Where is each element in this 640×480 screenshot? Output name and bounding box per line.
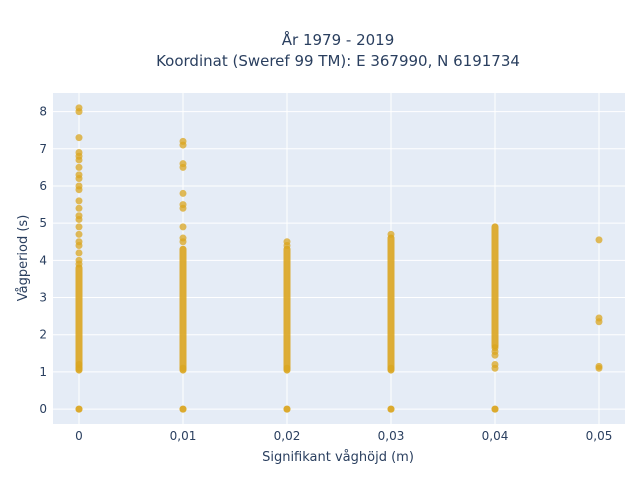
data-points bbox=[75, 104, 603, 413]
data-point bbox=[75, 405, 83, 413]
y-tick-label: 2 bbox=[39, 328, 47, 342]
data-point bbox=[179, 405, 187, 413]
x-tick-label: 0,03 bbox=[378, 429, 405, 443]
data-point bbox=[75, 171, 83, 179]
y-tick-label: 8 bbox=[39, 105, 47, 119]
data-point bbox=[179, 223, 187, 231]
data-point bbox=[283, 238, 291, 246]
data-point bbox=[283, 364, 291, 372]
data-point bbox=[179, 137, 187, 145]
y-tick-label: 4 bbox=[39, 253, 47, 267]
data-point bbox=[179, 234, 187, 242]
grid-lines bbox=[53, 93, 625, 424]
data-point bbox=[595, 236, 603, 244]
data-point bbox=[75, 212, 83, 220]
data-point bbox=[387, 230, 395, 238]
data-point bbox=[75, 197, 83, 205]
x-tick-label: 0,02 bbox=[274, 429, 301, 443]
data-point bbox=[491, 344, 499, 352]
x-tick-label: 0,01 bbox=[170, 429, 197, 443]
data-point bbox=[75, 360, 83, 368]
chart-title-line2: Koordinat (Sweref 99 TM): E 367990, N 61… bbox=[156, 52, 520, 70]
y-axis-title: Vågperiod (s) bbox=[16, 215, 31, 302]
y-tick-label: 0 bbox=[39, 402, 47, 416]
data-point bbox=[595, 362, 603, 370]
x-axis-ticks: 0 0,01 0,02 0,03 0,04 0,05 bbox=[75, 429, 612, 443]
y-tick-label: 3 bbox=[39, 291, 47, 305]
data-point bbox=[387, 405, 395, 413]
data-point bbox=[179, 189, 187, 197]
data-point bbox=[75, 134, 83, 142]
data-point bbox=[75, 238, 83, 246]
data-point bbox=[491, 405, 499, 413]
data-point bbox=[179, 201, 187, 209]
data-point bbox=[595, 314, 603, 322]
x-tick-label: 0 bbox=[75, 429, 83, 443]
x-tick-label: 0,05 bbox=[586, 429, 613, 443]
y-axis-ticks: 0 1 2 3 4 5 6 7 8 bbox=[39, 105, 47, 417]
data-point bbox=[75, 163, 83, 171]
dense-point-column bbox=[283, 245, 291, 374]
dense-point-column bbox=[491, 223, 499, 350]
data-point bbox=[75, 256, 83, 264]
y-tick-label: 6 bbox=[39, 179, 47, 193]
x-tick-label: 0,04 bbox=[482, 429, 509, 443]
data-point bbox=[75, 249, 83, 257]
chart-title-line1: År 1979 - 2019 bbox=[282, 30, 395, 49]
data-point bbox=[75, 182, 83, 190]
y-tick-label: 5 bbox=[39, 216, 47, 230]
data-point bbox=[75, 204, 83, 212]
data-point bbox=[75, 230, 83, 238]
data-point bbox=[283, 405, 291, 413]
dense-point-column bbox=[75, 264, 83, 374]
data-point bbox=[387, 364, 395, 372]
y-tick-label: 7 bbox=[39, 142, 47, 156]
data-point bbox=[75, 104, 83, 112]
dense-point-column bbox=[387, 234, 395, 374]
data-point bbox=[179, 364, 187, 372]
dense-point-column bbox=[179, 245, 187, 374]
data-point bbox=[75, 223, 83, 231]
data-point bbox=[75, 149, 83, 157]
data-point bbox=[179, 160, 187, 168]
data-point bbox=[491, 360, 499, 368]
x-axis-title: Signifikant våghöjd (m) bbox=[262, 450, 414, 465]
plot-area bbox=[53, 93, 625, 424]
y-tick-label: 1 bbox=[39, 365, 47, 379]
